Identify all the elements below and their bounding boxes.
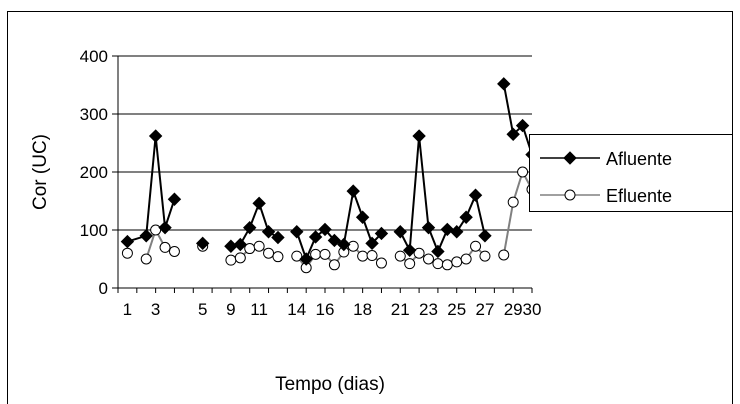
efluente-point: [404, 258, 416, 270]
x-tick-label: 14: [287, 300, 306, 319]
efluente-point: [394, 250, 406, 262]
afluente-point: [450, 225, 464, 239]
afluente-point: [515, 118, 530, 133]
efluente-point: [140, 253, 152, 265]
afluente-point: [318, 222, 332, 237]
efluente-point: [366, 250, 378, 262]
legend-label-afluente: Afluente: [606, 149, 672, 169]
efluente-point: [253, 240, 265, 252]
afluente-line: [295, 187, 383, 262]
x-tick-label: 27: [475, 300, 494, 319]
efluente-point: [357, 250, 369, 262]
efluente-point: [310, 248, 322, 260]
efluente-point: [498, 249, 510, 261]
x-tick-label: 29: [504, 300, 523, 319]
x-tick-label: 18: [353, 300, 372, 319]
efluente-point: [517, 166, 529, 178]
efluente-point: [225, 254, 237, 266]
afluente-point: [412, 129, 426, 143]
afluente-point: [271, 230, 285, 245]
efluente-point: [451, 256, 463, 268]
efluente-point: [470, 240, 482, 252]
legend-label-efluente: Efluente: [606, 186, 672, 206]
efluente-point: [272, 251, 284, 263]
x-tick-label: 1: [123, 300, 132, 319]
efluente-point: [328, 259, 340, 271]
y-tick-label: 200: [80, 163, 108, 182]
efluente-point: [375, 257, 387, 269]
afluente-point: [148, 129, 163, 143]
x-tick-label: 5: [198, 300, 207, 319]
x-tick-label: 3: [151, 300, 160, 319]
efluente-point: [423, 253, 434, 265]
efluente-point: [263, 247, 275, 259]
y-tick-label: 0: [99, 279, 108, 298]
afluente-point: [355, 210, 370, 224]
afluente-point: [261, 225, 276, 239]
afluente-point: [299, 252, 313, 266]
afluente-point: [290, 225, 304, 239]
x-axis-label: Tempo (dias): [275, 374, 385, 395]
x-tick-label: 11: [250, 300, 268, 319]
efluente-point: [291, 250, 303, 262]
afluente-point: [308, 230, 323, 244]
y-tick-label: 300: [80, 105, 108, 124]
efluente-point: [479, 250, 491, 262]
efluente-point: [234, 252, 246, 264]
afluente-point: [120, 234, 135, 249]
efluente-point: [159, 241, 171, 253]
y-axis-label: Cor (UC): [30, 134, 51, 210]
afluente-point: [327, 233, 342, 248]
afluente-point: [337, 237, 351, 252]
afluente-point: [243, 220, 257, 235]
afluente-point: [158, 220, 172, 235]
efluente-point: [347, 240, 359, 252]
legend-box: [529, 134, 733, 212]
y-tick-label: 400: [80, 47, 108, 66]
y-tick-label: 100: [80, 221, 108, 240]
afluente-point: [139, 229, 153, 243]
afluente-point: [468, 188, 483, 202]
x-tick-label: 21: [391, 300, 410, 319]
afluente-point: [374, 226, 389, 241]
afluente-point: [506, 127, 520, 142]
x-tick-label: 25: [447, 300, 466, 319]
afluente-point: [233, 237, 248, 252]
efluente-point: [319, 248, 331, 260]
afluente-line: [502, 83, 533, 155]
afluente-point: [402, 243, 417, 258]
legend-marker-efluente: [564, 189, 576, 201]
efluente-line: [502, 169, 533, 256]
x-tick-label: 30: [523, 300, 542, 319]
y-axis: 0 100 200 300 400: [80, 47, 119, 298]
afluente-point: [167, 192, 182, 206]
efluente-point: [432, 258, 444, 270]
x-tick-label: 9: [226, 300, 235, 319]
afluente-point: [497, 77, 511, 91]
legend: Afluente Efluente: [529, 134, 733, 212]
afluente-point: [195, 236, 210, 251]
efluente-point: [460, 253, 472, 265]
efluente-point: [150, 224, 162, 236]
afluente-point: [459, 210, 473, 224]
afluente-point: [440, 222, 455, 237]
efluente-point: [507, 196, 519, 208]
efluente-point: [413, 247, 425, 259]
afluente-point: [393, 225, 407, 239]
afluente-point: [421, 220, 436, 235]
x-axis: 1 3 5 9 11 14 16 18 21 23 25 27 29 30: [117, 287, 542, 319]
afluente-point: [431, 244, 445, 259]
efluente-point: [441, 259, 453, 271]
afluente-point: [346, 184, 360, 198]
efluente-point: [168, 245, 180, 257]
legend-marker-afluente: [563, 151, 577, 165]
afluente-point: [365, 236, 379, 251]
afluente-point: [478, 229, 492, 243]
x-tick-label: 16: [316, 300, 335, 319]
afluente-point: [252, 196, 266, 211]
x-tick-label: 23: [419, 300, 438, 319]
afluente-line: [399, 135, 486, 255]
efluente-point: [121, 247, 133, 259]
